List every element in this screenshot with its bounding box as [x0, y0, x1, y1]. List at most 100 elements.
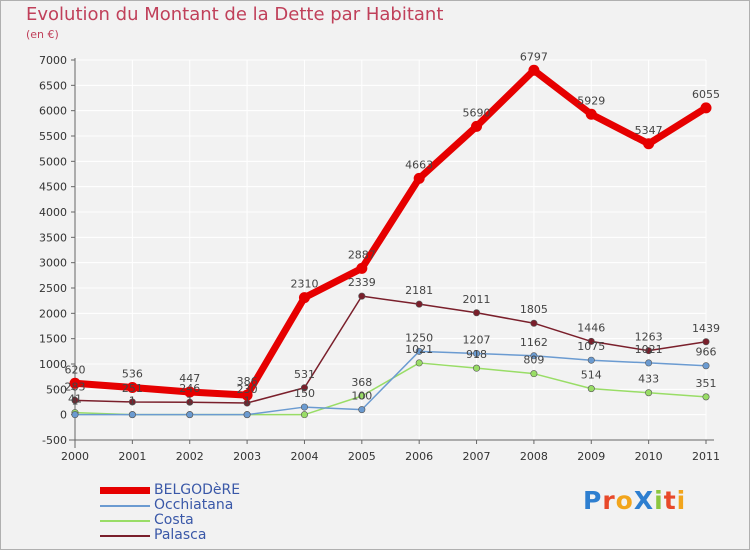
data-label: 5690 — [463, 106, 491, 119]
logo-letter: o — [615, 486, 634, 515]
data-point — [415, 359, 423, 367]
legend-swatch — [100, 535, 150, 537]
data-label: 1162 — [520, 336, 548, 349]
data-label: 368 — [351, 376, 372, 389]
y-tick-label: 1000 — [39, 358, 67, 371]
data-point — [300, 403, 308, 411]
data-label: 150 — [294, 387, 315, 400]
data-label: 918 — [466, 348, 487, 361]
data-label: 2011 — [463, 293, 491, 306]
data-point — [243, 411, 251, 419]
x-tick-label: 2000 — [61, 450, 89, 463]
data-point — [356, 262, 368, 274]
x-tick-label: 2006 — [405, 450, 433, 463]
data-point — [71, 411, 79, 419]
data-point — [528, 64, 540, 76]
legend-item: Palasca — [100, 527, 300, 544]
series-line — [74, 66, 708, 399]
data-point — [702, 362, 710, 370]
data-point — [300, 411, 308, 419]
data-label: 1446 — [577, 321, 605, 334]
y-tick-label: 2000 — [39, 307, 67, 320]
x-tick-label: 2005 — [348, 450, 376, 463]
logo-letter: X — [633, 486, 655, 515]
y-tick-label: 7000 — [39, 54, 67, 67]
data-point — [643, 138, 655, 150]
data-label: 246 — [179, 382, 200, 395]
data-point — [358, 406, 366, 414]
logo-letter: i — [654, 486, 664, 515]
data-point — [186, 398, 194, 406]
data-label: 1263 — [635, 331, 663, 344]
data-label: 1 — [186, 395, 193, 408]
x-tick-label: 2002 — [176, 450, 204, 463]
legend: BELGODèRE Occhiatana Costa Palasca — [100, 482, 300, 544]
data-label: 531 — [294, 368, 315, 381]
data-point — [530, 319, 538, 327]
y-tick-label: 5500 — [39, 130, 67, 143]
x-tick-label: 2007 — [463, 450, 491, 463]
data-label: 351 — [696, 377, 717, 390]
legend-swatch — [100, 520, 150, 522]
data-point — [645, 389, 653, 397]
data-label: 1 — [129, 395, 136, 408]
y-tick-label: -500 — [42, 434, 67, 447]
x-tick-label: 2008 — [520, 450, 548, 463]
data-point — [645, 347, 653, 355]
series-line — [74, 295, 707, 404]
data-label: 5347 — [635, 124, 663, 137]
data-point — [415, 347, 423, 355]
y-tick-label: 5000 — [39, 155, 67, 168]
data-point — [300, 384, 308, 392]
data-point — [415, 300, 423, 308]
data-label: 6055 — [692, 88, 720, 101]
y-tick-label: 6000 — [39, 105, 67, 118]
x-tick-label: 2011 — [692, 450, 720, 463]
data-point — [184, 386, 196, 398]
data-label: 966 — [696, 346, 717, 359]
data-label: 5929 — [577, 94, 605, 107]
data-point — [530, 370, 538, 378]
data-point — [702, 338, 710, 346]
logo-letter: t — [663, 486, 677, 515]
data-point — [186, 411, 194, 419]
data-point — [587, 356, 595, 364]
proxiti-logo: ProXiti — [583, 486, 686, 515]
logo-letter: i — [676, 486, 687, 515]
legend-item: Occhiatana — [100, 497, 300, 514]
data-point — [128, 411, 136, 419]
data-point — [69, 377, 81, 389]
data-label: 514 — [581, 369, 602, 382]
data-point — [587, 337, 595, 345]
data-point — [358, 392, 366, 400]
plot-area — [75, 60, 706, 440]
data-point — [700, 102, 712, 114]
chart-title: Evolution du Montant de la Dette par Hab… — [26, 4, 444, 25]
data-point — [128, 398, 136, 406]
legend-label: Palasca — [154, 527, 207, 543]
legend-label: Occhiatana — [154, 497, 234, 513]
data-point — [473, 309, 481, 317]
data-label: 2339 — [348, 276, 376, 289]
data-label: 100 — [351, 390, 372, 403]
data-point — [473, 364, 481, 372]
data-label: 1021 — [405, 343, 433, 356]
y-tick-label: 500 — [46, 383, 67, 396]
logo-letter: P — [583, 486, 603, 515]
data-label: 447 — [179, 372, 200, 385]
data-point — [473, 350, 481, 358]
data-point — [71, 396, 79, 404]
y-tick-label: 4500 — [39, 181, 67, 194]
data-label: 283 — [65, 380, 86, 393]
data-label: 251 — [122, 382, 143, 395]
chart-subtitle: (en €) — [26, 28, 59, 41]
y-tick-label: 6500 — [39, 79, 67, 92]
data-label: 1021 — [635, 343, 663, 356]
data-label: 6797 — [520, 50, 548, 63]
x-tick-label: 2001 — [118, 450, 146, 463]
x-tick-label: 2009 — [577, 450, 605, 463]
data-label: 41 — [68, 393, 82, 406]
y-tick-label: 3500 — [39, 231, 67, 244]
data-label: 2181 — [405, 284, 433, 297]
